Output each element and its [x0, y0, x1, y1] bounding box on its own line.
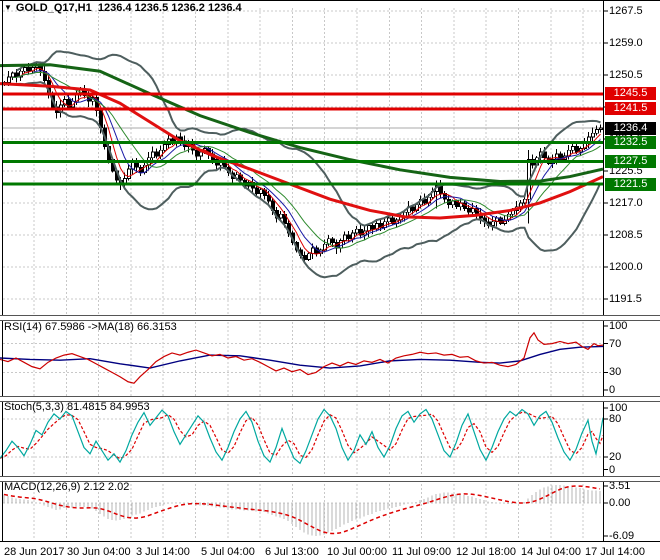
- rsi-axis-tick: 100: [609, 320, 628, 332]
- price-axis-tick: 1191.5: [609, 293, 642, 305]
- price-axis-tick: 1267.5: [609, 5, 643, 17]
- time-axis-label: 10 Jul 00:00: [327, 546, 387, 558]
- price-badge: 1221.5: [605, 177, 656, 191]
- time-axis-label: 3 Jul 14:00: [136, 546, 190, 558]
- time-axis-label: 11 Jul 09:00: [392, 546, 452, 558]
- price-badge: 1245.5: [605, 87, 656, 101]
- price-badge: 1227.5: [605, 155, 656, 169]
- time-axis-label: 12 Jul 18:00: [456, 546, 516, 558]
- splitter-rsi-stoch[interactable]: [0, 396, 660, 402]
- stoch-axis-tick: 20: [609, 450, 622, 463]
- time-axis-label: 28 Jun 2017: [4, 546, 65, 558]
- macd-axis-tick: 3.51: [609, 480, 631, 492]
- symbol-period-label: GOLD_Q17,H1: [15, 2, 92, 14]
- macd-axis-tick: 0.00: [609, 497, 631, 509]
- price-axis-tick: 1208.5: [609, 229, 643, 241]
- time-axis-label: 5 Jul 04:00: [201, 546, 255, 558]
- stoch-axis-tick: 100: [609, 402, 628, 414]
- rsi-label: RSI(14) 67.5986 ->MA(18) 66.3153: [4, 321, 177, 333]
- price-axis-tick: 1217.0: [609, 197, 643, 209]
- macd-axis-tick: -6.09: [609, 530, 635, 542]
- stoch-axis-tick: 0: [609, 463, 616, 476]
- price-axis-tick: 1250.5: [609, 69, 643, 81]
- time-axis-line: [0, 541, 660, 542]
- price-axis-tick: 1259.0: [609, 37, 643, 49]
- quick-trade-dropdown-icon[interactable]: ▼: [4, 3, 12, 12]
- time-axis-label: 17 Jul 14:00: [585, 546, 645, 558]
- price-axis-line: [603, 0, 604, 541]
- stoch-label: Stoch(5,3,3) 81.4815 84.9953: [4, 401, 150, 413]
- window-left-border: [2, 0, 3, 541]
- rsi-axis-tick: 30: [609, 366, 622, 379]
- rsi-axis-tick: 0: [609, 384, 616, 396]
- price-badge: 1236.4: [605, 121, 656, 135]
- price-axis-tick: 1200.0: [609, 261, 643, 273]
- rsi-axis-tick: 70: [609, 337, 622, 350]
- price-badge: 1232.5: [605, 136, 656, 150]
- macd-label: MACD(12,26,9) 2.12 2.02: [4, 481, 130, 493]
- time-axis-label: 30 Jun 04:00: [67, 546, 131, 558]
- time-axis-label: 14 Jul 04:00: [521, 546, 581, 558]
- price-badge: 1241.5: [605, 102, 656, 116]
- ohlc-values: 1236.4 1236.5 1236.2 1236.4: [97, 2, 242, 14]
- splitter-main-rsi[interactable]: [0, 315, 660, 321]
- time-axis-label: 6 Jul 13:00: [265, 546, 319, 558]
- chart-title: ▼ GOLD_Q17,H1 1236.4 1236.5 1236.2 1236.4: [4, 2, 242, 14]
- stoch-axis-tick: 80: [609, 413, 622, 425]
- splitter-stoch-macd[interactable]: [0, 476, 660, 482]
- window-top-border: [0, 0, 660, 1]
